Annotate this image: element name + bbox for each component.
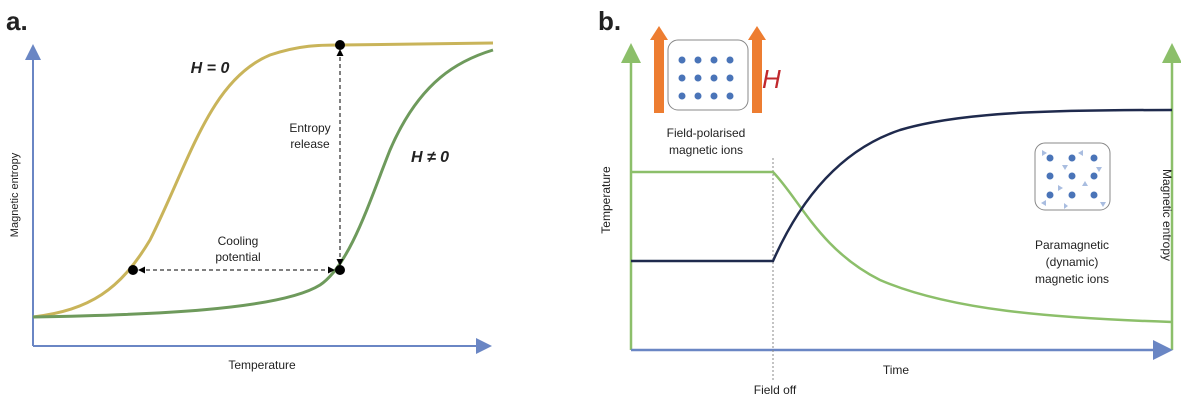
field-arrow	[748, 26, 766, 40]
curve-h1	[33, 50, 493, 317]
field-symbol: H	[762, 64, 781, 94]
annotation: Entropy	[289, 121, 330, 135]
field-off-label: Field off	[754, 383, 797, 397]
panel-b: b. H Field-polarised magnetic ions	[598, 6, 1174, 397]
y-axis-label-left: Temperature	[599, 166, 613, 234]
curve-label: H = 0	[191, 60, 230, 77]
point	[335, 265, 345, 275]
curve-label: H ≠ 0	[411, 149, 449, 166]
annotation: Paramagnetic	[1035, 238, 1109, 252]
panel-label: b.	[598, 6, 621, 36]
point	[335, 40, 345, 50]
annotation: Cooling	[218, 234, 259, 248]
annotation: magnetic ions	[1035, 272, 1109, 286]
annotation: Field-polarised	[667, 126, 746, 140]
x-axis-label: Temperature	[228, 358, 296, 372]
annotation: release	[290, 137, 330, 151]
annotation: magnetic ions	[669, 143, 743, 157]
curve-h0	[33, 43, 493, 317]
panel-a: a. H = 0 H ≠ 0 Entropy release Cooling p…	[6, 6, 493, 372]
y-axis-label: Magnetic entropy	[9, 152, 21, 237]
annotation: (dynamic)	[1046, 255, 1099, 269]
ion-box	[668, 40, 748, 110]
annotation: potential	[215, 250, 260, 264]
y-axis-label-right: Magnetic entropy	[1160, 169, 1174, 261]
panel-label: a.	[6, 6, 28, 36]
figure: a. H = 0 H ≠ 0 Entropy release Cooling p…	[0, 0, 1181, 401]
field-arrow	[650, 26, 668, 40]
point	[128, 265, 138, 275]
field-arrow	[752, 38, 762, 113]
x-axis-label: Time	[883, 363, 910, 377]
field-arrow	[654, 38, 664, 113]
